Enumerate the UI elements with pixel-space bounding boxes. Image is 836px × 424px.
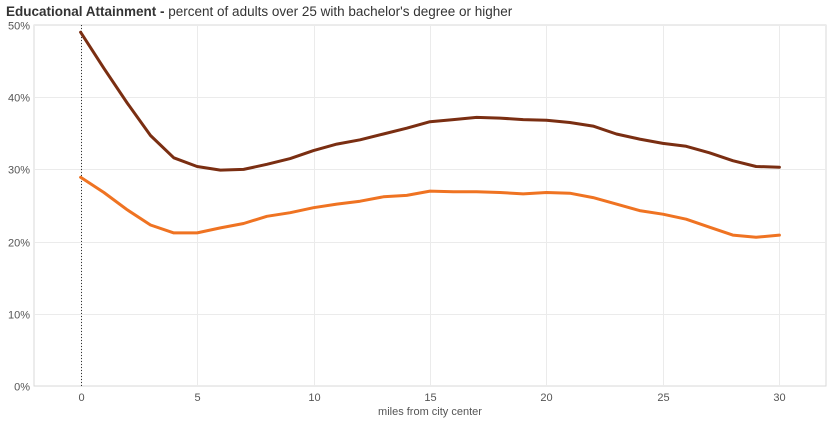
series-light-line[interactable]: [79, 175, 781, 239]
chart-title: Educational Attainment - percent of adul…: [6, 4, 512, 19]
y-tick-label: 40%: [8, 93, 30, 105]
series-dark-line[interactable]: [79, 30, 781, 172]
x-tick-label: 10: [308, 392, 320, 404]
y-tick-label: 30%: [8, 165, 30, 177]
x-axis-label: miles from city center: [378, 406, 482, 418]
x-tick-label: 5: [194, 392, 200, 404]
x-tick-label: 30: [773, 392, 785, 404]
y-tick-label: 20%: [8, 238, 30, 250]
y-tick-label: 10%: [8, 310, 30, 322]
chart-title-rest: percent of adults over 25 with bachelor'…: [164, 4, 513, 19]
x-tick-label: 0: [78, 392, 84, 404]
x-tick-label: 15: [424, 392, 436, 404]
x-tick-label: 25: [657, 392, 669, 404]
y-tick-label: 50%: [8, 21, 30, 33]
chart-title-bold: Educational Attainment -: [6, 4, 165, 19]
y-tick-label: 0%: [14, 382, 30, 394]
x-tick-label: 20: [540, 392, 552, 404]
